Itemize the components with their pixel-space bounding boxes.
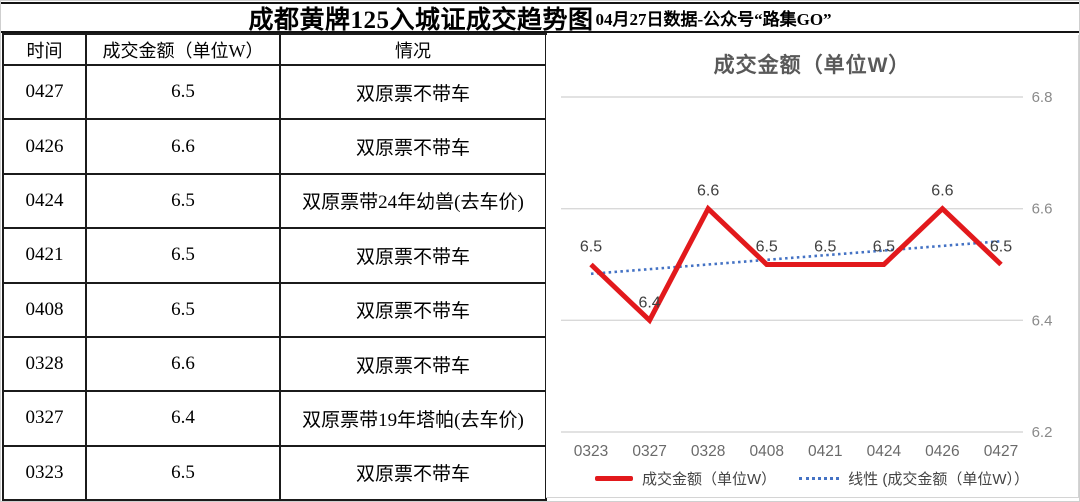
legend-trendline-dotted-icon — [799, 477, 840, 480]
chart-legend: 成交金额（单位W） 线性 (成交金额（单位W）） — [546, 468, 1078, 489]
trendline — [590, 239, 1002, 276]
cell-note: 双原票不带车 — [279, 335, 547, 393]
cell-amount: 6.5 — [85, 172, 281, 230]
y-axis-tick-label: 6.2 — [1032, 424, 1053, 441]
chart-title: 成交金额（单位W） — [713, 54, 911, 77]
x-axis-tick-label: 0424 — [867, 443, 902, 460]
transactions-table: 时间 成交金额（单位W） 情况 0427 6.5 双原票不带车 0426 6.6 双原票不… — [2, 33, 547, 501]
legend-trend-label: 线性 (成交金额（单位W）） — [848, 471, 1029, 488]
data-label: 6.5 — [756, 239, 778, 256]
x-axis-tick-label: 0323 — [574, 443, 608, 460]
cell-time: 0323 — [2, 444, 87, 501]
x-axis-tick-label: 0408 — [749, 443, 783, 460]
page-title: 成都黄牌125入城证成交趋势图 — [248, 6, 594, 34]
cell-amount: 6.5 — [85, 281, 281, 338]
cell-note: 双原票不带车 — [279, 281, 547, 338]
chart-plot-area: 6.2 6.4 6.6 6.8 6.5 6.4 6.6 6.5 6.5 6.5 6.6 6.5 0323… — [561, 89, 1053, 460]
cell-amount: 6.4 — [85, 390, 281, 447]
table-row: 0426 6.6 双原票不带车 — [2, 118, 547, 175]
cell-note: 双原票带19年塔帕(去车价) — [279, 390, 547, 447]
cell-time: 0427 — [2, 63, 87, 121]
data-label: 6.4 — [638, 294, 660, 311]
series-line — [589, 204, 1003, 325]
table-row: 0424 6.5 双原票带24年幼兽(去车价) — [2, 172, 547, 230]
cell-amount: 6.5 — [85, 227, 281, 284]
cell-note: 双原票不带车 — [279, 444, 547, 501]
x-axis-tick-label: 0328 — [691, 443, 725, 460]
y-axis-tick-label: 6.4 — [1032, 312, 1053, 329]
cell-amount: 6.6 — [85, 335, 281, 393]
cell-amount: 6.5 — [85, 444, 281, 501]
y-axis-tick-label: 6.6 — [1032, 201, 1053, 218]
cell-amount: 6.6 — [85, 118, 281, 175]
cell-note: 双原票不带车 — [279, 118, 547, 175]
legend-series-label: 成交金额（单位W） — [642, 471, 777, 488]
cell-note: 双原票带24年幼兽(去车价) — [279, 172, 547, 230]
table-row: 0328 6.6 双原票不带车 — [2, 335, 547, 393]
data-label: 6.5 — [580, 239, 602, 256]
y-axis-tick-label: 6.8 — [1032, 89, 1053, 106]
page-title-subtitle: 04月27日数据-公众号“路集GO” — [595, 10, 832, 29]
x-axis-tick-label: 0421 — [808, 443, 842, 460]
data-label: 6.5 — [990, 239, 1012, 256]
table-body: 0427 6.5 双原票不带车 0426 6.6 双原票不带车 0424 6.5 双原票带24年… — [2, 63, 547, 501]
x-axis-tick-label: 0327 — [632, 443, 666, 460]
table-row: 0421 6.5 双原票不带车 — [2, 227, 547, 284]
x-axis-tick-label: 0426 — [925, 443, 959, 460]
table-header-row: 时间 成交金额（单位W） 情况 — [2, 33, 547, 66]
data-label: 6.5 — [814, 239, 836, 256]
cell-time: 0421 — [2, 227, 87, 284]
data-label: 6.5 — [873, 239, 895, 256]
cell-time: 0426 — [2, 118, 87, 175]
col-header-amount: 成交金额（单位W） — [85, 33, 281, 66]
col-header-note: 情况 — [279, 33, 547, 66]
data-label: 6.6 — [697, 183, 719, 200]
cell-note: 双原票不带车 — [279, 63, 547, 121]
cell-note: 双原票不带车 — [279, 227, 547, 284]
table-row: 0408 6.5 双原票不带车 — [2, 281, 547, 338]
page-title-bar: 成都黄牌125入城证成交趋势图 04月27日数据-公众号“路集GO” — [1, 2, 1079, 34]
trend-chart: 成交金额（单位W） 6.2 6.4 6.6 6.8 6.5 6.4 6.6 6.5 6.5 6.5… — [546, 35, 1079, 498]
x-axis-tick-label: 0427 — [984, 443, 1018, 460]
cell-time: 0327 — [2, 390, 87, 447]
cell-time: 0408 — [2, 281, 87, 338]
table-row: 0323 6.5 双原票不带车 — [2, 444, 547, 501]
cell-time: 0328 — [2, 335, 87, 393]
col-header-time: 时间 — [2, 33, 87, 66]
table-row: 0327 6.4 双原票带19年塔帕(去车价) — [2, 390, 547, 447]
table-row: 0427 6.5 双原票不带车 — [2, 63, 547, 121]
legend-series-line-icon — [595, 476, 633, 481]
cell-amount: 6.5 — [85, 63, 281, 121]
data-label: 6.6 — [931, 183, 953, 200]
cell-time: 0424 — [2, 172, 87, 230]
